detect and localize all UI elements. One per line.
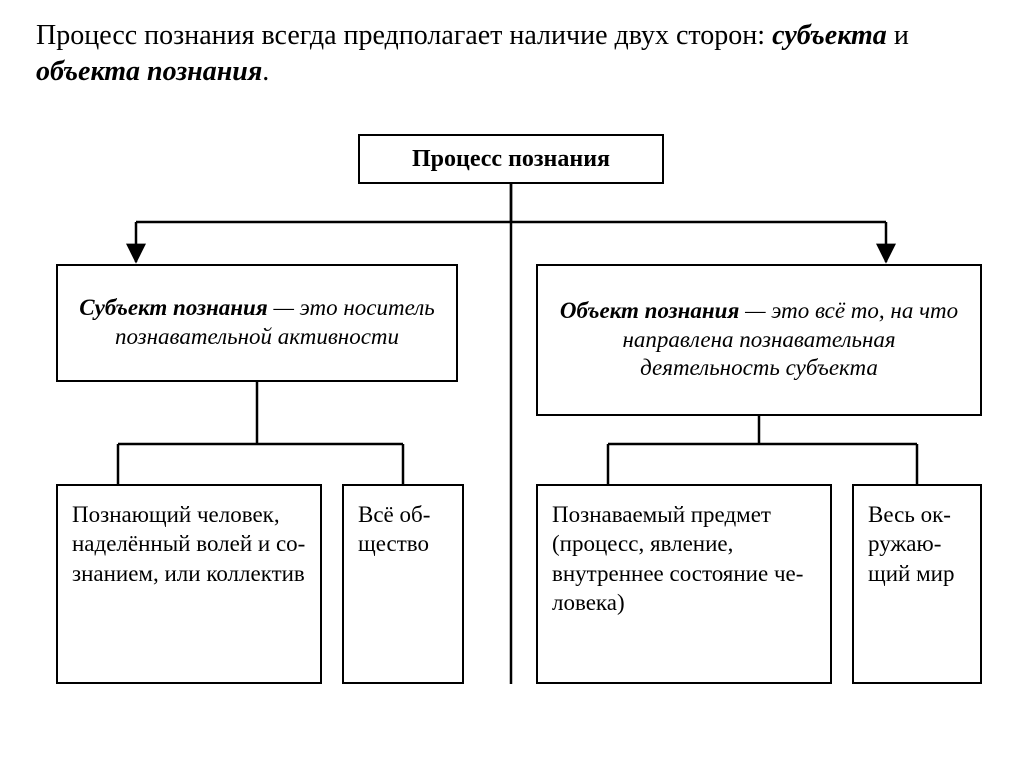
subject-title: Субъект познания <box>79 295 267 320</box>
diagram: Процесс познания Субъект познания — это … <box>18 114 1004 734</box>
object-node: Объект познания — это всё то, на что нап… <box>536 264 982 416</box>
object-text: Объект познания — это всё то, на что нап… <box>550 297 968 383</box>
object-leaf-subject-matter: Познаваемый предмет (процесс, явление, в… <box>536 484 832 684</box>
object-leaf-world-text: Весь ок­ружаю­щий мир <box>868 500 966 588</box>
intro-em-subject: субъекта <box>772 20 887 51</box>
subject-leaf-society-text: Всё об­щество <box>358 500 448 559</box>
root-label: Процесс познания <box>412 146 610 173</box>
intro-em-object: объекта познания <box>36 56 262 87</box>
intro-paragraph: Процесс познания всегда предполагает нал… <box>36 18 1014 91</box>
intro-mid: и <box>887 20 909 51</box>
subject-node: Субъект познания — это носитель познават… <box>56 264 458 382</box>
object-leaf-subject-matter-text: Познаваемый предмет (процесс, явление, в… <box>552 500 816 618</box>
subject-leaf-society: Всё об­щество <box>342 484 464 684</box>
subject-text: Субъект познания — это носитель познават… <box>70 294 444 352</box>
subject-leaf-person: Познающий че­ловек, наделён­ный волей и … <box>56 484 322 684</box>
subject-leaf-person-text: Познающий че­ловек, наделён­ный волей и … <box>72 500 306 588</box>
intro-prefix: Процесс познания всегда предполагает нал… <box>36 20 772 51</box>
object-title: Объект познания <box>560 298 739 323</box>
root-node: Процесс познания <box>358 134 664 184</box>
intro-suffix: . <box>262 56 269 87</box>
object-leaf-world: Весь ок­ружаю­щий мир <box>852 484 982 684</box>
